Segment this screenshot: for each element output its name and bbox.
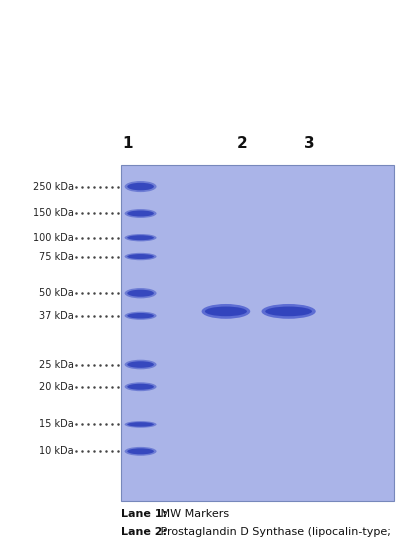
Ellipse shape bbox=[127, 235, 153, 240]
Text: 2: 2 bbox=[236, 136, 247, 151]
Text: 20 kDa: 20 kDa bbox=[39, 382, 74, 392]
Ellipse shape bbox=[201, 304, 249, 319]
Text: 1: 1 bbox=[121, 136, 132, 151]
Ellipse shape bbox=[124, 288, 156, 299]
Text: 25 kDa: 25 kDa bbox=[39, 360, 74, 369]
Ellipse shape bbox=[127, 384, 153, 390]
Ellipse shape bbox=[127, 313, 153, 319]
Text: Lane 1:: Lane 1: bbox=[121, 509, 166, 519]
Ellipse shape bbox=[127, 448, 153, 454]
Ellipse shape bbox=[124, 421, 156, 428]
Ellipse shape bbox=[204, 307, 246, 316]
Text: MW Markers: MW Markers bbox=[157, 509, 229, 519]
Text: Lane 2:: Lane 2: bbox=[121, 527, 166, 537]
Ellipse shape bbox=[261, 304, 315, 319]
Text: 150 kDa: 150 kDa bbox=[33, 208, 74, 219]
Ellipse shape bbox=[124, 360, 156, 369]
Ellipse shape bbox=[124, 253, 156, 260]
Text: 37 kDa: 37 kDa bbox=[39, 310, 74, 321]
FancyBboxPatch shape bbox=[121, 165, 393, 501]
Text: 75 kDa: 75 kDa bbox=[39, 252, 74, 261]
Ellipse shape bbox=[127, 289, 153, 297]
Text: 3: 3 bbox=[303, 136, 314, 151]
Text: 250 kDa: 250 kDa bbox=[33, 181, 74, 192]
Ellipse shape bbox=[127, 254, 153, 259]
Ellipse shape bbox=[124, 312, 156, 320]
Ellipse shape bbox=[124, 209, 156, 218]
Text: 50 kDa: 50 kDa bbox=[39, 288, 74, 298]
Ellipse shape bbox=[124, 234, 156, 241]
Text: 15 kDa: 15 kDa bbox=[39, 420, 74, 429]
Text: 100 kDa: 100 kDa bbox=[33, 233, 74, 242]
Ellipse shape bbox=[124, 447, 156, 456]
Ellipse shape bbox=[124, 181, 156, 192]
Ellipse shape bbox=[127, 183, 153, 191]
Ellipse shape bbox=[124, 382, 156, 391]
Text: 10 kDa: 10 kDa bbox=[39, 447, 74, 456]
Text: Prostaglandin D Synthase (lipocalin-type;: Prostaglandin D Synthase (lipocalin-type… bbox=[157, 527, 390, 537]
Ellipse shape bbox=[127, 211, 153, 217]
Ellipse shape bbox=[127, 422, 153, 427]
Ellipse shape bbox=[127, 361, 153, 368]
Ellipse shape bbox=[265, 307, 311, 316]
